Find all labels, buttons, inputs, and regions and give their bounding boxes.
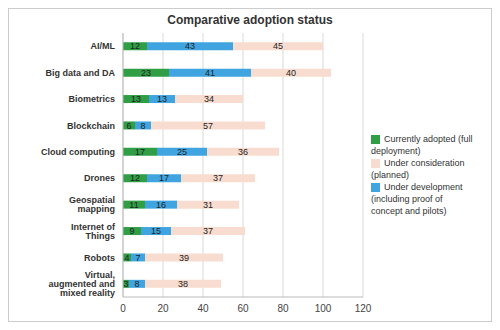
svg-text:Robots: Robots [84, 253, 115, 263]
svg-text:20: 20 [157, 303, 169, 314]
svg-text:13: 13 [157, 94, 167, 104]
svg-text:45: 45 [273, 41, 283, 51]
svg-text:17: 17 [135, 147, 145, 157]
svg-text:40: 40 [197, 303, 209, 314]
svg-text:41: 41 [205, 68, 215, 78]
svg-text:15: 15 [151, 226, 161, 236]
svg-text:4: 4 [124, 253, 129, 263]
svg-text:80: 80 [277, 303, 289, 314]
svg-text:3: 3 [123, 279, 128, 289]
svg-text:12: 12 [130, 41, 140, 51]
svg-text:6: 6 [126, 121, 131, 131]
svg-text:Geospatialmapping: Geospatialmapping [69, 195, 115, 214]
svg-text:0: 0 [120, 303, 126, 314]
svg-text:AI/ML: AI/ML [91, 41, 116, 51]
svg-text:60: 60 [237, 303, 249, 314]
svg-text:57: 57 [203, 121, 213, 131]
svg-text:37: 37 [203, 226, 213, 236]
svg-text:Drones: Drones [84, 173, 115, 183]
html-text:Under development (including p: Under development (including proof of co… [371, 182, 463, 216]
svg-text:31: 31 [203, 200, 213, 210]
svg-text:34: 34 [204, 94, 214, 104]
html-text:Under consideration (planned): Under consideration (planned) [371, 158, 465, 180]
svg-text:23: 23 [141, 68, 151, 78]
svg-text:36: 36 [238, 147, 248, 157]
svg-text:13: 13 [131, 94, 141, 104]
svg-text:Blockchain: Blockchain [67, 121, 115, 131]
svg-text:Biometrics: Biometrics [68, 94, 115, 104]
html-text:Comparative adoption status: Comparative adoption status [167, 13, 333, 27]
svg-text:12: 12 [130, 173, 140, 183]
svg-text:39: 39 [179, 253, 189, 263]
svg-text:25: 25 [177, 147, 187, 157]
svg-text:8: 8 [140, 121, 145, 131]
svg-text:8: 8 [134, 279, 139, 289]
svg-text:9: 9 [129, 226, 134, 236]
svg-text:17: 17 [159, 173, 169, 183]
svg-text:Virtual,augmented andmixed rea: Virtual,augmented andmixed reality [48, 270, 115, 298]
svg-text:16: 16 [156, 200, 166, 210]
svg-text:Cloud computing: Cloud computing [41, 147, 115, 157]
svg-text:43: 43 [185, 41, 195, 51]
html-text:Currently adopted (full deploy: Currently adopted (full deployment) [371, 134, 473, 156]
svg-text:7: 7 [135, 253, 140, 263]
svg-text:37: 37 [213, 173, 223, 183]
svg-text:120: 120 [355, 303, 372, 314]
svg-text:11: 11 [129, 200, 138, 210]
svg-text:38: 38 [178, 279, 188, 289]
svg-text:40: 40 [286, 68, 296, 78]
svg-text:Big data and DA: Big data and DA [45, 68, 115, 78]
svg-text:100: 100 [315, 303, 332, 314]
svg-text:Internet ofThings: Internet ofThings [71, 222, 116, 241]
